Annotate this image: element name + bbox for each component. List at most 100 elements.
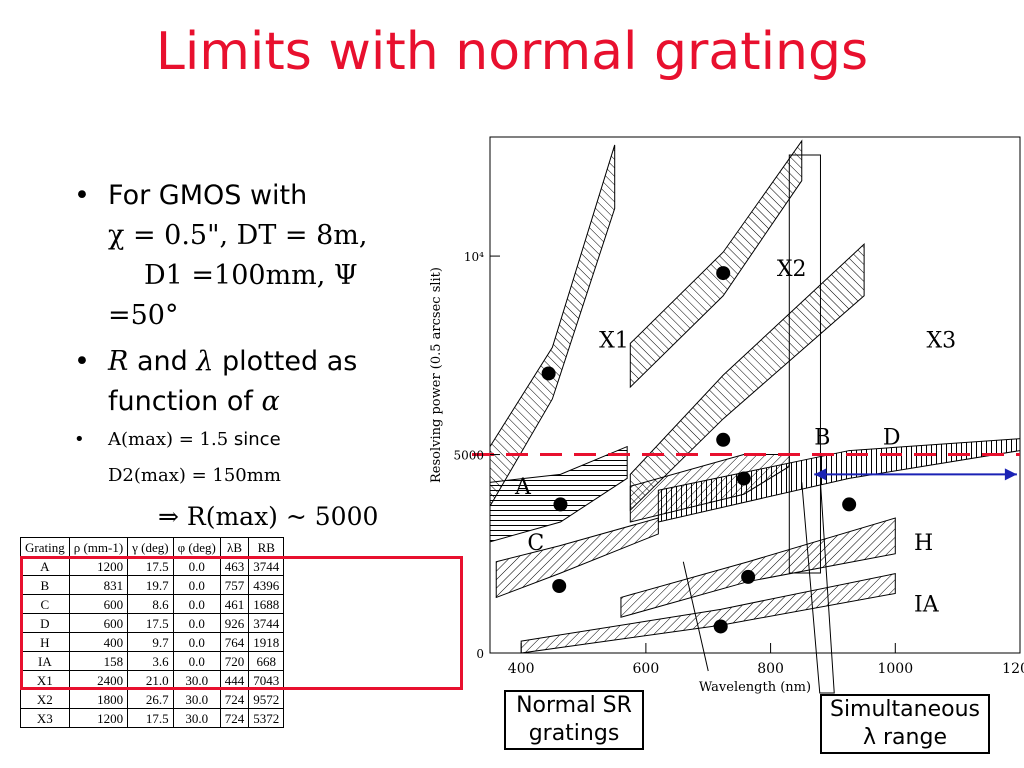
x-tick-label: 1000 [877,661,913,677]
slide-title: Limits with normal gratings [155,22,869,82]
simultaneous-line1: Simultaneous [829,697,980,722]
blaze-point-d [842,497,857,512]
series-label-x2: X2 [777,257,807,282]
table-cell: 444 [219,670,250,690]
table-cell: 8.6 [127,594,174,614]
series-label-x1: X1 [599,328,629,353]
bullet-r-lambda-line1: R and λ plotted as [108,342,422,382]
table-cell: 4396 [248,575,285,595]
grating-band-x2: X2 [629,139,807,389]
table-header: RB [248,537,285,557]
r-symbol: R [108,346,129,377]
series-label-ia: IA [914,592,940,617]
blaze-point-h [741,569,756,584]
table-cell: X2 [20,689,70,709]
bullet-list: • For GMOS with χ = 0.5", DT = 8m, D1 =1… [62,176,422,494]
table-cell: 720 [219,651,250,671]
y-axis-label: Resolving power (0.5 arcsec slit) [429,267,444,483]
table-cell: 724 [219,689,250,709]
arrow-head-right [1004,468,1017,481]
table-cell: 17.5 [127,556,174,576]
bullet-amax-line1: A(max) = 1.5 since [108,422,422,458]
bullet-dot: • [74,429,85,450]
series-label-c: C [527,531,544,556]
slit-limit-box [788,154,821,574]
band-a [489,445,628,543]
bullet-dot: • [74,346,90,377]
table-cell: 724 [219,708,250,728]
blaze-point-a [553,497,568,512]
normal-sr-line2: gratings [528,721,620,746]
series-label-b: B [814,426,830,451]
y-tick-label: 5000 [453,449,484,463]
since-text: since [233,429,281,450]
table-header: Grating [20,537,70,557]
table-cell: 3.6 [127,651,174,671]
table-cell: 1200 [68,708,129,728]
normal-sr-line1: Normal SR [516,693,632,718]
table-row: B 831 19.7 0.0 757 4396 [20,575,285,595]
table-cell: 926 [219,613,250,633]
grating-band-d: D [657,426,1021,523]
table-cell: 2400 [68,670,129,690]
bullet-amax-line2: D2(max) = 150mm [108,465,281,486]
table-header: ρ (mm-1) [68,537,129,557]
table-cell: 30.0 [172,708,221,728]
alpha-symbol: α [261,386,280,417]
table-row: D 600 17.5 0.0 926 3744 [20,613,285,633]
bullet-amax: • A(max) = 1.5 since D2(max) = 150mm [62,422,422,494]
table-cell: 5372 [248,708,285,728]
band-x2 [629,139,803,389]
grating-band-a: A [489,445,628,543]
normal-sr-callout: Normal SR gratings [504,690,644,750]
function-text: function of [108,386,253,417]
table-cell: 600 [68,594,129,614]
bullet-r-lambda-line2: function of α [108,382,422,422]
grating-band-x1: X1 [489,144,629,508]
table-cell: 1918 [248,632,285,652]
implies-rmax: ⇒ R(max) ~ 5000 [158,502,379,531]
grating-band-h: H [620,517,933,618]
blaze-point-c [552,578,567,593]
x-tick-label: 400 [508,661,535,677]
table-cell: 0.0 [172,632,221,652]
blaze-point-ia [713,619,728,634]
table-header-row: Grating ρ (mm-1) γ (deg) φ (deg) λB RB [20,537,285,557]
y-tick-label: 0 [476,647,484,661]
band-x1 [489,144,616,508]
plotted-text: plotted as [222,346,358,377]
band-c [495,517,659,599]
bullet-gmos-line4: =50° [108,300,179,331]
x-axis-label: Wavelength (nm) [699,680,811,695]
table-cell: 17.5 [127,613,174,633]
bullet-gmos: • For GMOS with χ = 0.5", DT = 8m, D1 =1… [62,176,422,336]
bullet-dot: • [74,180,90,211]
table-cell: 30.0 [172,670,221,690]
simultaneous-callout-pointer [801,482,835,694]
x-tick-label: 600 [633,661,660,677]
grating-table: Grating ρ (mm-1) γ (deg) φ (deg) λB RB A… [20,537,285,728]
band-d [657,438,1021,523]
and-text: and [136,346,188,377]
blaze-point-x2 [716,266,731,281]
y-tick-label: 10⁴ [464,250,484,264]
table-cell: 1800 [68,689,129,709]
blaze-point-x1 [541,366,556,381]
table-cell: X3 [20,708,70,728]
table-cell: 9572 [248,689,285,709]
table-header: γ (deg) [127,537,174,557]
bullet-r-lambda: • R and λ plotted as function of α [62,342,422,422]
grating-band-c: C [495,517,659,599]
table-header: λB [219,537,250,557]
table-row: X2 1800 26.7 30.0 724 9572 [20,689,285,709]
x-tick-label: 1200 [1002,661,1024,677]
series-label-x3: X3 [926,328,956,353]
simultaneous-callout: Simultaneous λ range [820,694,990,754]
bullet-gmos-line2: χ = 0.5", DT = 8m, [108,220,368,251]
blaze-point-x3 [716,432,731,447]
bullet-gmos-line3: D1 =100mm, Ψ [144,260,358,291]
normal-sr-highlight-box [20,556,463,690]
table-row: X3 1200 17.5 30.0 724 5372 [20,708,285,728]
plot-frame [489,136,1021,654]
arrow-head-left [814,468,827,481]
